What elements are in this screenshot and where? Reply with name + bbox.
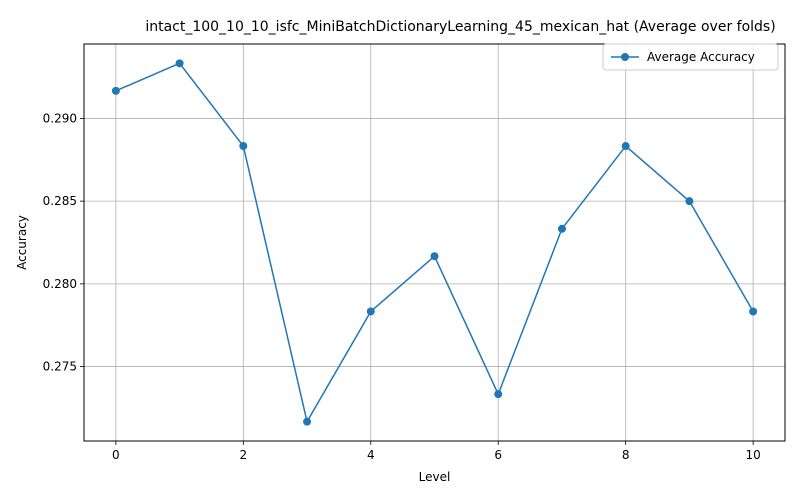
data-point	[366, 307, 375, 316]
grid	[84, 44, 785, 441]
y-tick-label: 0.275	[43, 360, 77, 374]
x-tick-label: 2	[239, 448, 247, 462]
ticks: 0 2 4 6 8 10 0.275 0.280 0.285 0.290	[43, 111, 761, 462]
x-axis-label: Level	[419, 470, 451, 484]
data-point	[557, 224, 566, 233]
legend-label: Average Accuracy	[647, 50, 755, 64]
legend: Average Accuracy	[602, 43, 779, 71]
data-point	[303, 417, 312, 426]
plot-frame	[83, 43, 786, 442]
data-point	[494, 390, 503, 399]
data-point	[621, 142, 630, 151]
data-point	[749, 307, 758, 316]
y-axis-label: Accuracy	[15, 215, 29, 270]
data-point	[430, 252, 439, 261]
x-tick-label: 0	[112, 448, 120, 462]
x-tick-label: 8	[622, 448, 630, 462]
y-tick-label: 0.280	[43, 277, 77, 291]
legend-marker	[621, 53, 629, 61]
y-tick-label: 0.285	[43, 194, 77, 208]
y-tick-label: 0.290	[43, 111, 77, 125]
x-tick-label: 4	[367, 448, 375, 462]
series-layer	[111, 59, 758, 426]
data-point	[239, 142, 248, 151]
legend-box	[602, 43, 779, 71]
x-tick-label: 6	[494, 448, 502, 462]
data-point	[175, 59, 184, 68]
chart-title: intact_100_10_10_isfc_MiniBatchDictionar…	[145, 19, 775, 35]
x-tick-label: 10	[745, 448, 760, 462]
data-point	[111, 86, 120, 95]
data-point	[685, 197, 694, 206]
